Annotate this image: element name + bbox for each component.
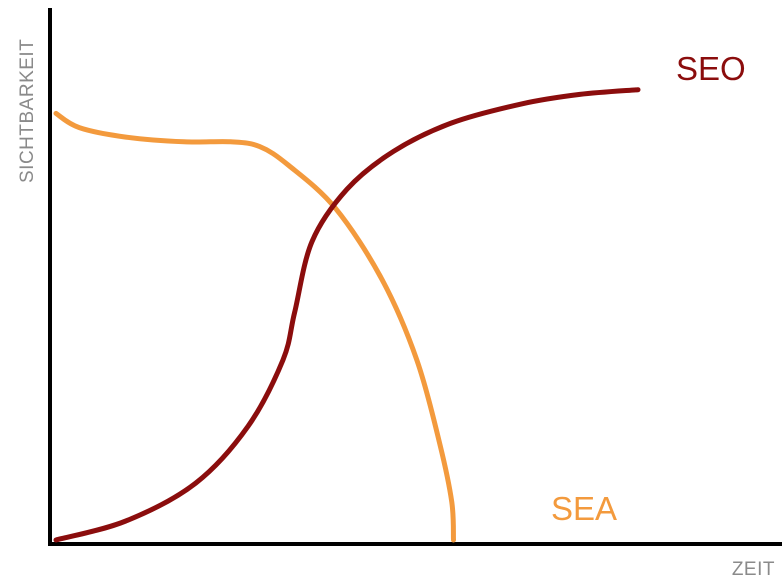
series-label-sea: SEA — [551, 490, 617, 527]
x-axis-label: ZEIT — [732, 559, 775, 580]
series-layer — [53, 87, 641, 543]
series-line-sea — [53, 110, 456, 543]
series-line-seo — [53, 87, 641, 543]
y-axis-label: SICHTBARKEIT — [17, 39, 38, 183]
label-layer: SICHTBARKEIT ZEIT SEO SEA — [17, 39, 775, 580]
series-label-seo: SEO — [676, 50, 746, 87]
axes — [48, 8, 782, 546]
